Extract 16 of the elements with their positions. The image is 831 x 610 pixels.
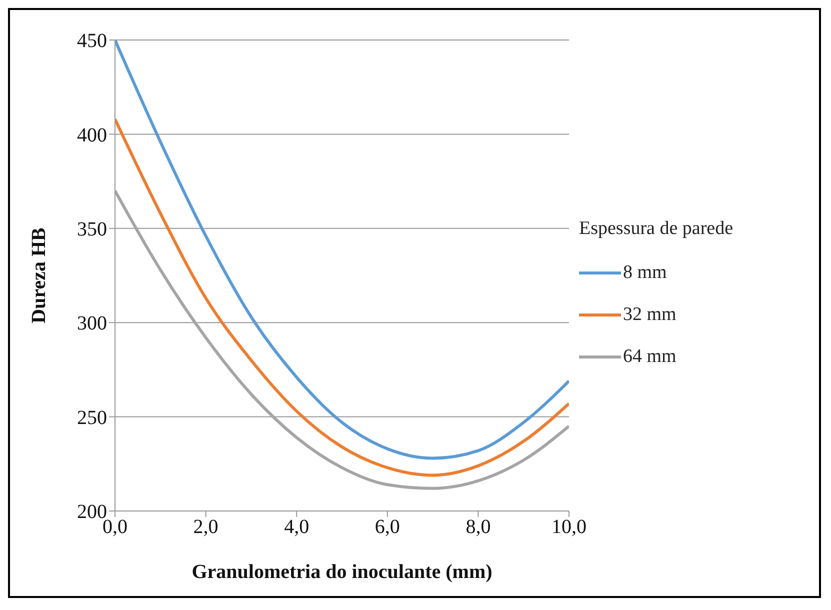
y-tick-label: 350: [77, 218, 107, 240]
y-tick-label: 300: [77, 312, 107, 335]
y-tick-label: 450: [77, 30, 107, 52]
x-tick-label: 4,0: [284, 516, 310, 538]
legend-label: 64 mm: [623, 346, 676, 368]
x-tick-label: 8,0: [466, 516, 491, 538]
x-tick-label: 10,0: [552, 516, 586, 538]
y-tick-label: 250: [77, 406, 107, 429]
x-axis-title: Granulometria do inoculante (mm): [192, 561, 492, 583]
x-tick-label: 6,0: [374, 516, 400, 538]
y-tick-label: 400: [77, 124, 107, 146]
legend-title: Espessura de parede: [579, 218, 734, 240]
y-axis-title: Dureza HB: [28, 228, 50, 324]
x-tick-label: 2,0: [193, 516, 218, 538]
legend-label: 32 mm: [623, 304, 676, 326]
legend-label: 8 mm: [623, 262, 667, 284]
